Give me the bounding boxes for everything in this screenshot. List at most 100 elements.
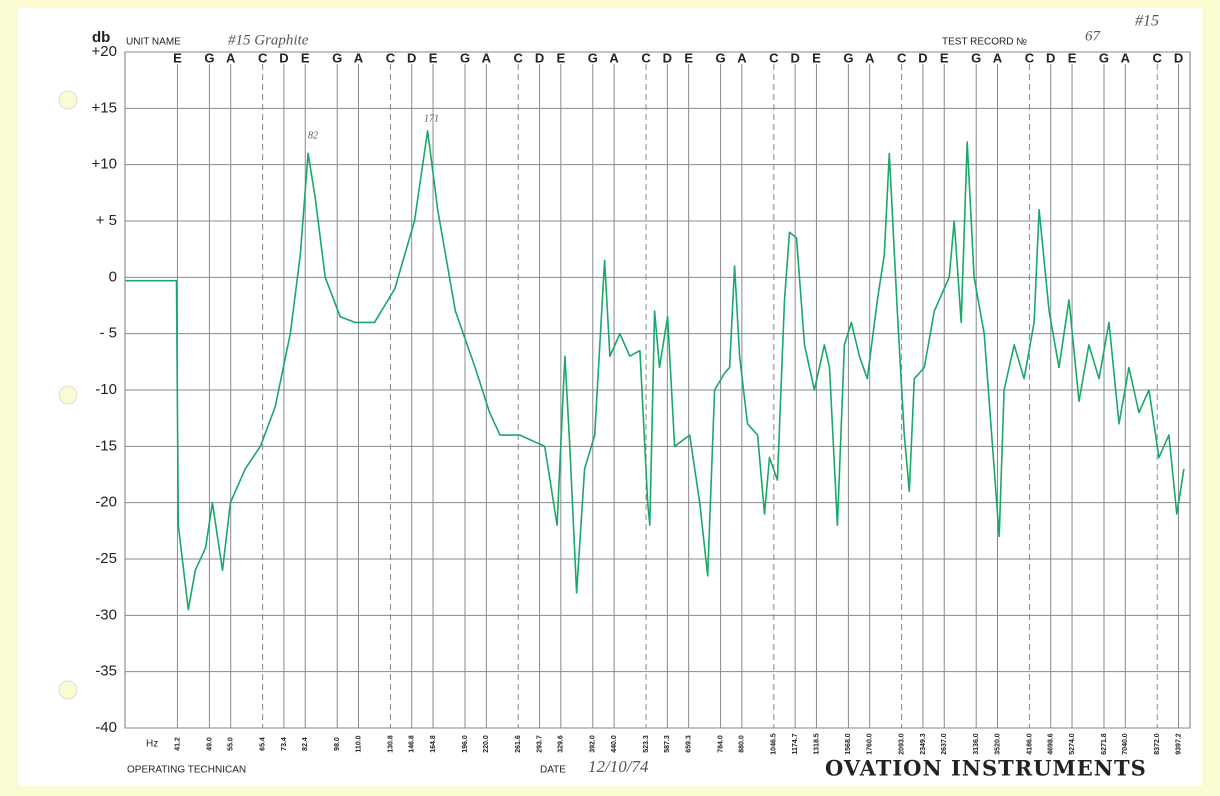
- y-tick-label: + 5: [96, 212, 117, 229]
- unit-name-label: UNIT NAME: [126, 37, 181, 48]
- y-tick-label: +15: [92, 99, 117, 116]
- note-label: D: [663, 50, 672, 65]
- note-label: A: [482, 50, 492, 65]
- x-tick-label: 7040.0: [1122, 733, 1129, 755]
- x-tick-label: 5274.0: [1069, 733, 1076, 755]
- y-tick-label: -15: [95, 437, 117, 454]
- x-tick-label: 440.0: [611, 735, 618, 753]
- x-tick-label: 3136.0: [973, 733, 980, 755]
- note-label: A: [609, 50, 619, 65]
- y-tick-label: - 5: [99, 325, 117, 342]
- note-label: D: [279, 50, 288, 65]
- note-label: G: [460, 50, 470, 65]
- annotation: 82: [308, 130, 318, 141]
- x-tick-label: 293.7: [536, 735, 543, 753]
- x-tick-label: 1174.7: [792, 733, 799, 754]
- note-label: A: [993, 50, 1003, 65]
- x-tick-label: 9397.2: [1175, 733, 1182, 755]
- punch-hole: [58, 90, 78, 110]
- x-tick-label: 8372.0: [1154, 733, 1161, 755]
- x-tick-label: 392.0: [590, 735, 597, 753]
- y-tick-label: -25: [95, 550, 117, 567]
- paper: [18, 8, 1202, 786]
- x-tick-label: 73.4: [281, 737, 288, 751]
- note-label: A: [354, 50, 364, 65]
- x-tick-label: 3520.0: [994, 733, 1001, 755]
- x-tick-label: 587.3: [664, 735, 671, 753]
- note-label: C: [769, 50, 779, 65]
- note-label: D: [1046, 50, 1055, 65]
- x-tick-label: 196.0: [462, 735, 469, 753]
- x-tick-label: 329.6: [558, 735, 565, 753]
- note-label: D: [918, 50, 927, 65]
- annotation: 171: [424, 113, 439, 124]
- note-label: E: [429, 50, 438, 65]
- y-tick-label: -20: [95, 494, 117, 511]
- x-tick-label: 659.3: [686, 735, 693, 753]
- x-tick-label: 2637.0: [941, 733, 948, 755]
- y-tick-label: 0: [109, 268, 117, 285]
- x-tick-label: 4698.6: [1048, 733, 1055, 755]
- x-tick-label: 49.0: [206, 737, 213, 751]
- y-tick-label: +10: [92, 156, 117, 173]
- y-tick-label: -40: [95, 719, 117, 736]
- x-tick-label: 130.8: [387, 735, 394, 753]
- note-label: E: [812, 50, 821, 65]
- x-tick-label: 523.3: [643, 735, 650, 753]
- x-tick-label: 880.0: [739, 735, 746, 753]
- note-label: E: [557, 50, 566, 65]
- date-label: DATE: [540, 765, 566, 776]
- note-label: C: [258, 50, 268, 65]
- note-label: D: [535, 50, 544, 65]
- note-label: E: [684, 50, 693, 65]
- note-label: E: [173, 50, 182, 65]
- x-tick-label: 98.0: [334, 737, 341, 751]
- x-tick-label: 1760.0: [867, 733, 874, 755]
- note-label: C: [641, 50, 651, 65]
- y-tick-label: -10: [95, 381, 117, 398]
- date: 12/10/74: [588, 757, 649, 776]
- test-record-label: TEST RECORD №: [942, 37, 1027, 48]
- x-tick-label: 1568.0: [845, 733, 852, 755]
- x-tick-label: 2093.0: [898, 733, 905, 755]
- note-label: E: [1068, 50, 1077, 65]
- x-tick-label: 2349.3: [920, 733, 927, 755]
- x-axis-label: Hz: [146, 739, 158, 750]
- brand: OVATION INSTRUMENTS: [825, 756, 1147, 781]
- x-tick-label: 784.0: [717, 735, 724, 753]
- x-tick-label: 261.6: [515, 735, 522, 753]
- sheet-number: #15: [1135, 13, 1159, 30]
- note-label: G: [971, 50, 981, 65]
- x-tick-label: 65.4: [259, 737, 266, 751]
- operator-label: OPERATING TECHNICAN: [127, 765, 246, 776]
- note-label: E: [940, 50, 949, 65]
- punch-hole: [58, 680, 78, 700]
- y-axis-label: db: [92, 29, 110, 46]
- x-tick-label: 164.8: [430, 735, 437, 753]
- y-tick-label: +20: [92, 43, 117, 60]
- note-label: G: [588, 50, 598, 65]
- x-tick-label: 41.2: [174, 737, 181, 751]
- note-label: D: [1174, 50, 1183, 65]
- note-label: D: [790, 50, 799, 65]
- note-label: C: [386, 50, 396, 65]
- x-tick-label: 82.4: [302, 737, 309, 751]
- note-label: A: [1121, 50, 1131, 65]
- x-tick-label: 55.0: [228, 737, 235, 751]
- x-tick-label: 1318.5: [813, 733, 820, 755]
- note-label: G: [332, 50, 342, 65]
- x-tick-label: 4186.0: [1026, 733, 1033, 755]
- note-label: G: [843, 50, 853, 65]
- note-label: C: [897, 50, 907, 65]
- x-tick-label: 1046.5: [771, 733, 778, 755]
- note-label: D: [407, 50, 416, 65]
- unit-name: #15 Graphite: [228, 32, 309, 48]
- note-label: G: [1099, 50, 1109, 65]
- note-label: A: [226, 50, 236, 65]
- note-label: C: [1153, 50, 1163, 65]
- y-tick-label: -35: [95, 663, 117, 680]
- note-label: G: [204, 50, 214, 65]
- x-tick-label: 6271.8: [1101, 733, 1108, 755]
- test-record: 67: [1085, 28, 1102, 44]
